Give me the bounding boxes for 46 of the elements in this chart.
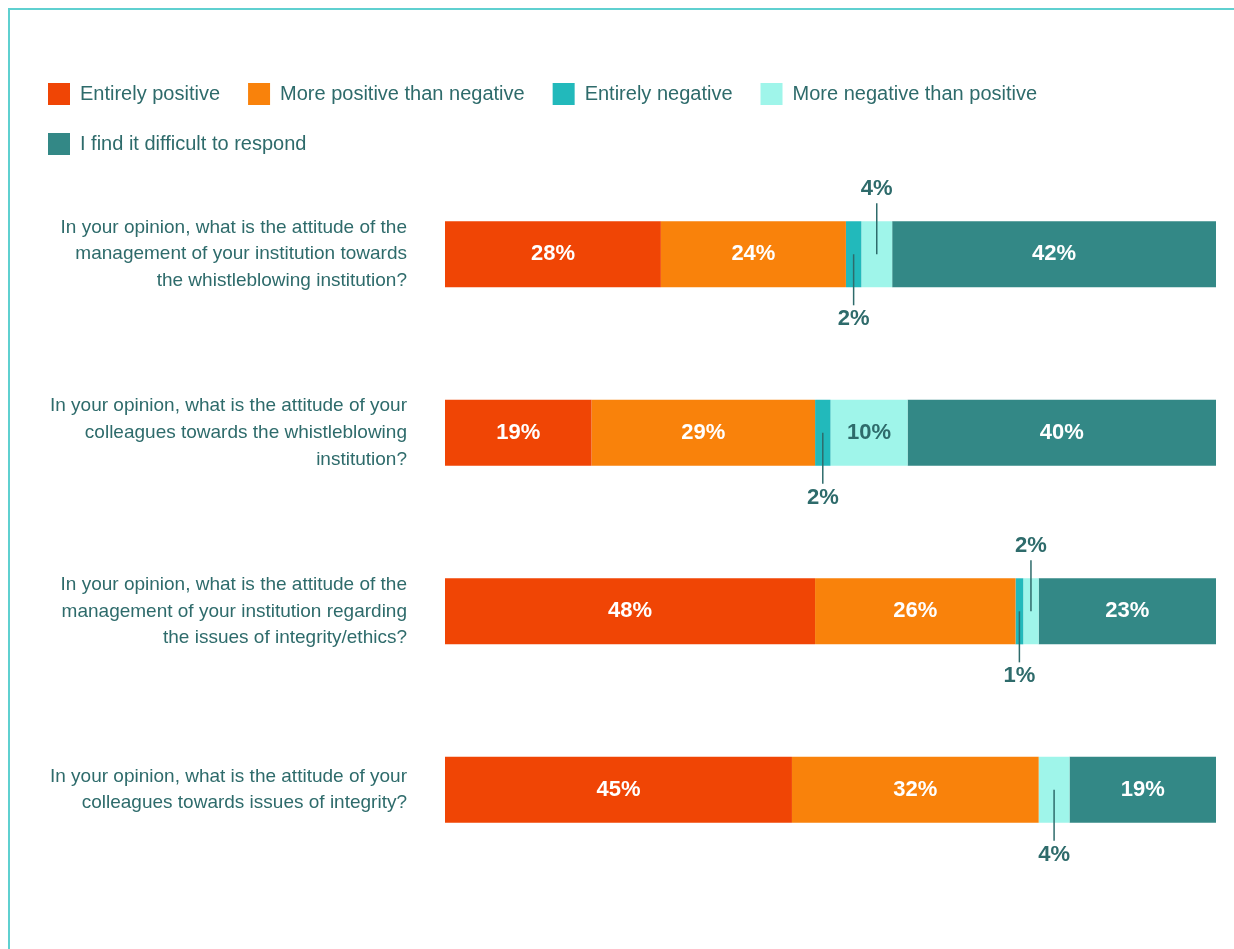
bar (815, 578, 1016, 645)
data-label: 40% (1039, 418, 1084, 444)
data-label: 42% (1032, 240, 1077, 266)
data-label: 4% (860, 175, 893, 201)
bar (444, 578, 816, 645)
bar (660, 221, 846, 288)
bar (444, 756, 792, 823)
bar (861, 221, 893, 288)
data-label: 45% (596, 775, 641, 801)
data-label: 2% (1015, 532, 1047, 558)
data-label: 23% (1105, 597, 1150, 623)
y-tick-label: In your opinion, what is the attitude of your colleagues towards the whistleblowing institution? (49, 394, 408, 469)
data-label: 2% (837, 305, 870, 331)
bar (815, 399, 831, 466)
bar (444, 399, 592, 466)
data-label: 1% (1003, 662, 1036, 688)
legend-label: More negative than positive (792, 81, 1038, 104)
bar (892, 221, 1216, 288)
data-label: 2% (806, 483, 839, 509)
bar (830, 399, 908, 466)
data-label: 19% (1120, 775, 1165, 801)
bar (1038, 578, 1216, 645)
bar (907, 399, 1216, 466)
data-label: 32% (893, 775, 938, 801)
bar (1038, 756, 1070, 823)
y-tick-label: In your opinion, what is the attitude of your colleagues towards issues of integrity? (49, 764, 408, 813)
y-tick-label: In your opinion, what is the attitude of the management of your institution towards the whistleblowing institution? (60, 215, 407, 291)
bar (791, 756, 1039, 823)
legend-label: I find it difficult to respond (80, 131, 307, 154)
bar (444, 221, 661, 288)
bar (1023, 578, 1039, 645)
data-label: 10% (847, 418, 892, 444)
legend-label: More positive than negative (280, 81, 525, 104)
data-label: 29% (681, 418, 726, 444)
data-label: 48% (608, 597, 653, 623)
y-tick-label: In your opinion, what is the attitude of the management of your institution regarding the issues of integrity/ethics? (60, 572, 407, 648)
legend-label: Entirely positive (80, 81, 221, 104)
legend-label: Entirely negative (584, 81, 733, 104)
data-label: 19% (496, 418, 541, 444)
data-label: 24% (731, 240, 776, 266)
bar (845, 221, 862, 288)
data-label: 26% (893, 597, 938, 623)
bar (591, 399, 816, 466)
data-label: 4% (1038, 840, 1070, 866)
data-label: 28% (530, 240, 575, 266)
bar (1069, 756, 1216, 823)
